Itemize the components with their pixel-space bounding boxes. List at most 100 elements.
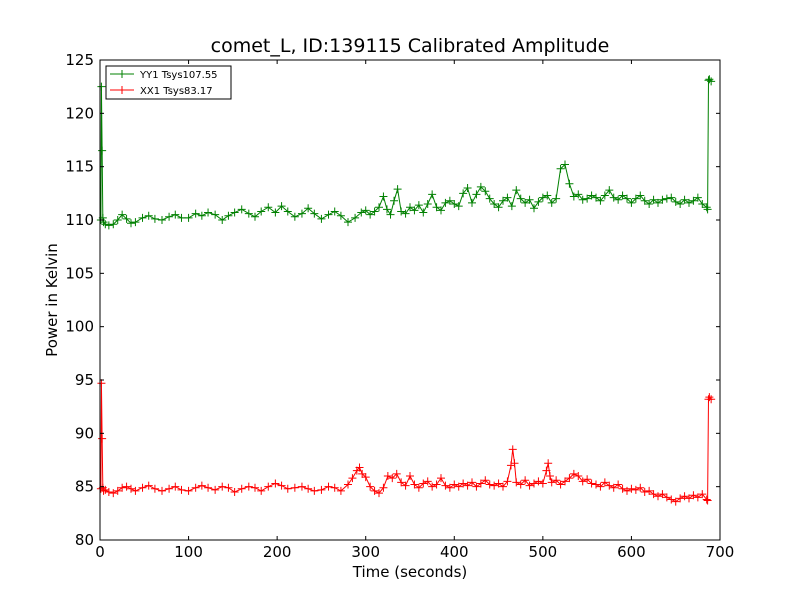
data-point bbox=[437, 206, 445, 215]
data-point bbox=[224, 483, 233, 492]
data-point bbox=[224, 211, 233, 220]
data-point bbox=[605, 481, 614, 490]
y-tick-label: 115 bbox=[65, 158, 94, 176]
x-tick-label: 300 bbox=[351, 543, 380, 561]
data-point bbox=[521, 476, 530, 485]
data-point bbox=[561, 477, 569, 486]
legend-marker bbox=[118, 70, 126, 78]
data-point bbox=[414, 483, 423, 492]
data-point bbox=[211, 210, 220, 219]
data-point bbox=[218, 482, 227, 491]
data-point bbox=[423, 200, 432, 208]
data-point bbox=[578, 477, 587, 486]
data-point bbox=[127, 219, 135, 228]
x-tick-label: 700 bbox=[706, 543, 735, 561]
data-point bbox=[534, 477, 543, 486]
data-point bbox=[614, 480, 623, 489]
data-point bbox=[521, 198, 530, 207]
data-point bbox=[244, 482, 253, 491]
data-point bbox=[587, 191, 596, 200]
data-point bbox=[649, 195, 658, 204]
data-point bbox=[472, 190, 481, 199]
data-point bbox=[251, 212, 259, 221]
data-point bbox=[131, 218, 140, 227]
data-point bbox=[277, 202, 286, 211]
y-tick-label: 85 bbox=[75, 478, 94, 496]
data-point bbox=[317, 214, 326, 223]
data-point bbox=[304, 484, 313, 493]
data-point bbox=[530, 479, 538, 488]
data-point bbox=[545, 472, 554, 480]
data-point bbox=[592, 193, 600, 202]
data-point bbox=[645, 200, 654, 208]
data-point bbox=[264, 203, 273, 212]
data-point bbox=[144, 211, 153, 220]
data-point bbox=[177, 213, 186, 222]
data-point bbox=[516, 194, 525, 203]
data-point bbox=[667, 193, 676, 202]
data-point bbox=[97, 82, 106, 91]
data-point bbox=[271, 479, 280, 488]
chart-title: comet_L, ID:139115 Calibrated Amplitude bbox=[211, 35, 610, 57]
data-point bbox=[685, 198, 693, 207]
data-point bbox=[358, 469, 367, 478]
data-point bbox=[705, 75, 714, 84]
data-point bbox=[271, 208, 280, 217]
data-point bbox=[627, 198, 636, 207]
data-point bbox=[423, 477, 432, 486]
data-point bbox=[490, 200, 499, 208]
data-point bbox=[542, 466, 551, 475]
data-point bbox=[437, 474, 445, 483]
data-point bbox=[512, 186, 521, 195]
data-point bbox=[441, 198, 450, 207]
data-point bbox=[109, 489, 118, 498]
data-point bbox=[698, 490, 707, 499]
data-point bbox=[707, 395, 716, 404]
data-point bbox=[361, 473, 370, 482]
x-tick-label: 500 bbox=[529, 543, 558, 561]
data-point bbox=[636, 191, 645, 200]
data-point bbox=[623, 194, 631, 203]
data-point bbox=[658, 490, 667, 499]
data-point bbox=[640, 196, 649, 205]
data-point bbox=[705, 393, 714, 402]
data-point bbox=[348, 474, 357, 483]
data-point bbox=[472, 482, 481, 491]
data-point bbox=[351, 213, 360, 222]
data-point bbox=[101, 220, 110, 229]
data-point bbox=[118, 210, 127, 219]
ticks-layer: 0 100 200 300 400 500 600 700 80 85 90 95 100 105 110 1… bbox=[65, 51, 734, 561]
data-point bbox=[574, 190, 583, 199]
data-point bbox=[512, 478, 521, 487]
data-point bbox=[476, 182, 485, 191]
data-point bbox=[122, 482, 131, 491]
data-point bbox=[618, 191, 627, 200]
data-point bbox=[165, 484, 174, 493]
data-point bbox=[640, 488, 649, 496]
data-point bbox=[680, 492, 689, 501]
data-point bbox=[330, 483, 339, 492]
data-point bbox=[370, 486, 379, 495]
data-point bbox=[676, 494, 685, 503]
data-point bbox=[525, 195, 534, 204]
legend-item-1: XX1 Tsys83.17 bbox=[110, 86, 213, 97]
data-point bbox=[165, 212, 174, 221]
data-point bbox=[667, 495, 676, 504]
data-point bbox=[244, 209, 253, 218]
data-point bbox=[150, 214, 159, 223]
data-point bbox=[204, 483, 213, 492]
data-point bbox=[680, 195, 689, 204]
data-point bbox=[654, 198, 662, 207]
data-point bbox=[98, 434, 107, 443]
data-point bbox=[596, 482, 605, 491]
data-point bbox=[702, 495, 711, 504]
data-point bbox=[658, 195, 667, 204]
data-point bbox=[503, 477, 512, 486]
data-point bbox=[397, 478, 406, 487]
data-point bbox=[428, 190, 437, 199]
data-point bbox=[388, 474, 397, 483]
data-point bbox=[324, 482, 333, 491]
data-point bbox=[468, 478, 476, 487]
data-point bbox=[197, 211, 206, 220]
